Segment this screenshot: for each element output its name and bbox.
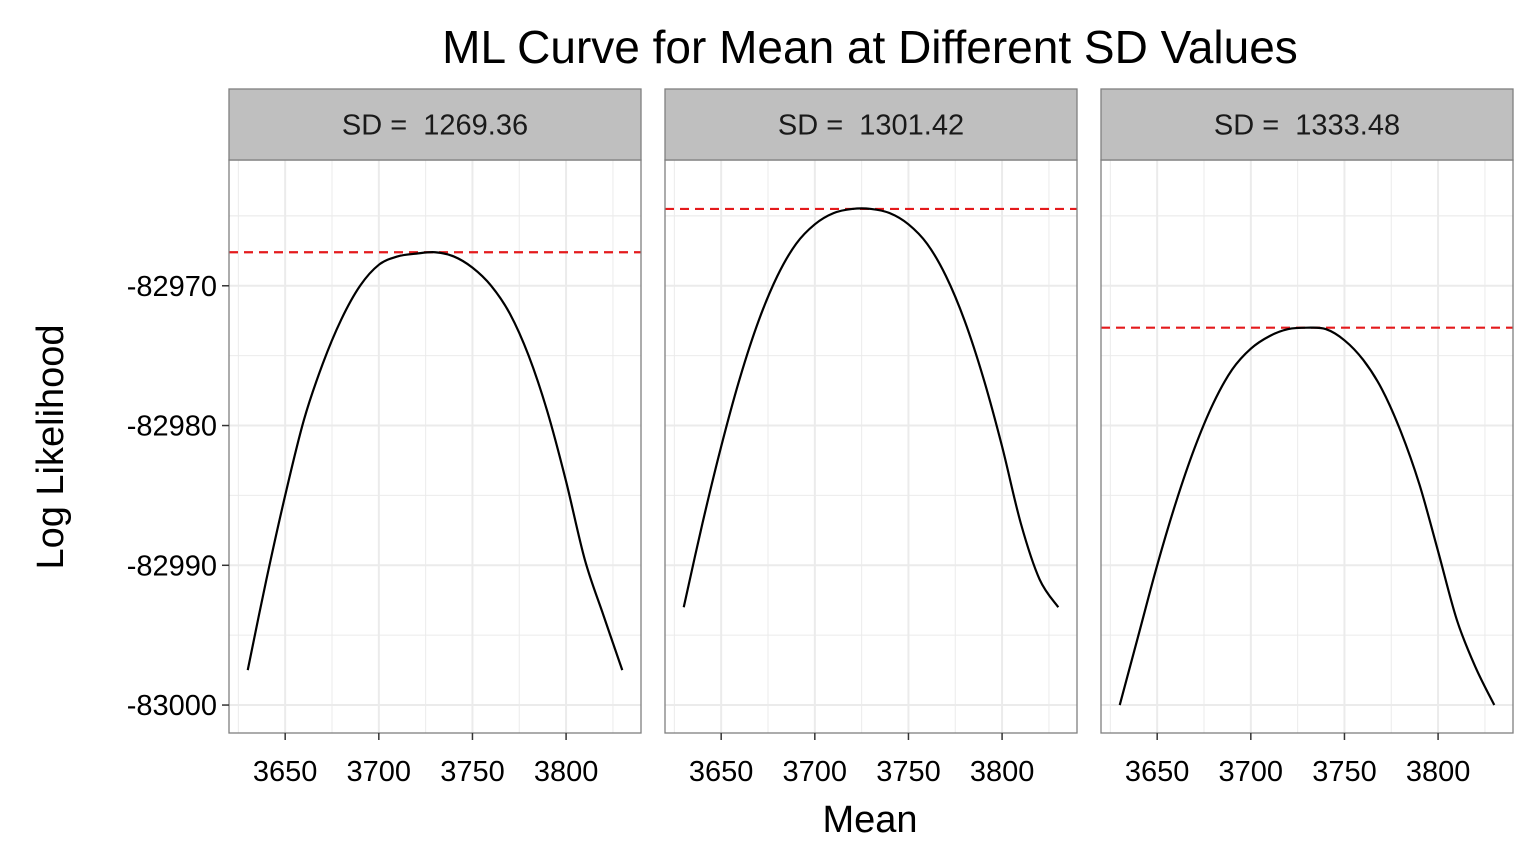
loglik-curve xyxy=(682,207,1060,608)
facet-panel-3: SD = 1333.48 3650 3700 3750 3800 xyxy=(1100,88,1514,788)
y-tick-label: -83000 xyxy=(127,690,217,722)
loglik-curve xyxy=(246,251,624,671)
x-tick-label: 3650 xyxy=(689,756,754,788)
strip-label: SD = 1269.36 xyxy=(342,110,528,142)
x-tick-label: 3700 xyxy=(1219,756,1284,788)
strip-background xyxy=(664,88,1078,161)
panel-background xyxy=(665,160,1077,733)
x-tick-label: 3750 xyxy=(440,756,505,788)
strip-label: SD = 1301.42 xyxy=(778,110,964,142)
facet-panel-2: SD = 1301.42 3650 3700 3750 3800 xyxy=(664,88,1078,788)
strip-label-value: 1301.42 xyxy=(859,110,964,142)
strip-background xyxy=(1100,88,1514,161)
facet-panel-1: SD = 1269.36 3650 3700 3750 3800 xyxy=(228,88,642,788)
strip-label: SD = 1333.48 xyxy=(1214,110,1400,142)
x-tick-label: 3700 xyxy=(347,756,412,788)
x-tick-label: 3650 xyxy=(253,756,318,788)
y-axis: -82970 -82980 -82990 -83000 xyxy=(127,271,229,722)
x-tick-label: 3650 xyxy=(1125,756,1190,788)
x-tick-label: 3800 xyxy=(970,756,1035,788)
strip-label-prefix: SD = xyxy=(342,110,415,142)
strip-label-prefix: SD = xyxy=(778,110,851,142)
y-tick-label: -82990 xyxy=(127,550,217,582)
panel-background xyxy=(229,160,641,733)
y-tick-label: -82980 xyxy=(127,411,217,443)
x-tick-label: 3800 xyxy=(534,756,599,788)
strip-label-value: 1269.36 xyxy=(423,110,528,142)
x-tick-label: 3700 xyxy=(783,756,848,788)
panel-background xyxy=(1101,160,1513,733)
y-tick-label: -82970 xyxy=(127,271,217,303)
strip-label-value: 1333.48 xyxy=(1295,110,1400,142)
x-tick-label: 3750 xyxy=(1312,756,1377,788)
x-tick-label: 3800 xyxy=(1406,756,1471,788)
loglik-curve xyxy=(1118,326,1496,706)
y-axis-title: Log Likelihood xyxy=(30,324,72,569)
strip-background xyxy=(228,88,642,161)
strip-label-prefix: SD = xyxy=(1214,110,1287,142)
x-tick-label: 3750 xyxy=(876,756,941,788)
chart-title: ML Curve for Mean at Different SD Values xyxy=(442,21,1298,73)
x-axis-title: Mean xyxy=(822,799,917,841)
